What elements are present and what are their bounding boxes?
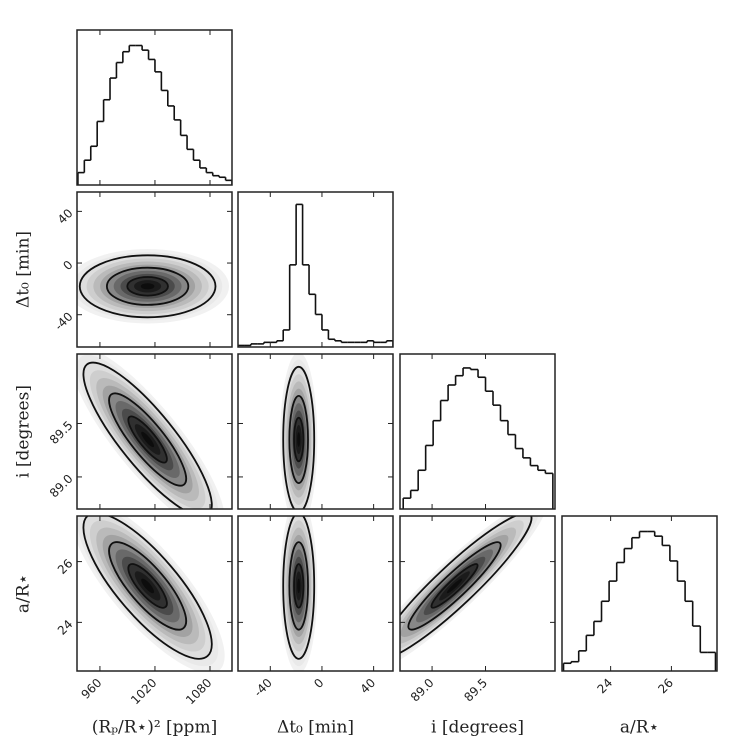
contour-line [78, 254, 217, 319]
x-tick-label: 24 [595, 676, 616, 697]
histogram [238, 203, 393, 347]
histogram [77, 44, 232, 185]
histogram [402, 367, 554, 509]
histogram [562, 530, 717, 671]
panel-frame [561, 515, 718, 672]
density-panel [77, 516, 225, 671]
panel-frame [399, 515, 556, 672]
density-panel [77, 354, 225, 509]
x-tick-label: 89.5 [461, 676, 490, 705]
contour-line [127, 415, 168, 464]
x-axis-label: i [degrees] [431, 718, 524, 738]
contour-line [282, 516, 316, 660]
contour-line [127, 563, 168, 609]
panel-frame [237, 515, 394, 672]
contour-line [430, 563, 479, 609]
x-tick-label: 1020 [128, 676, 159, 707]
x-tick-label: 89.0 [408, 676, 437, 705]
panel-frame [76, 29, 233, 186]
panel-frame [237, 353, 394, 510]
x-tick-label: -40 [251, 676, 275, 700]
density-shade [297, 578, 301, 594]
y-tick-label: -40 [52, 309, 76, 333]
y-tick-label: 0 [60, 258, 75, 273]
x-axis-label: Δt₀ [min] [277, 718, 354, 738]
density-shade [141, 431, 155, 448]
x-tick-label: 960 [78, 676, 104, 702]
y-axis-label: i [degrees] [14, 385, 34, 478]
density-panel [77, 249, 230, 324]
density-shade [140, 283, 155, 290]
contour-line [282, 365, 316, 509]
contour-line [400, 516, 533, 660]
contour-line [108, 392, 188, 487]
contour-line [105, 266, 190, 306]
x-tick-label: 0 [311, 676, 326, 691]
density-panel [400, 516, 547, 671]
y-axis-label: Δt₀ [min] [14, 231, 34, 308]
density-shade [297, 432, 301, 447]
contour-line [82, 361, 213, 509]
contour-line [82, 516, 213, 660]
contour-line [293, 416, 305, 463]
density-panel [280, 516, 318, 671]
contour-line [288, 395, 309, 485]
x-tick-label: 1080 [183, 676, 214, 707]
x-axis-label: a/R⋆ [620, 718, 659, 738]
density-shade [446, 578, 463, 594]
contour-line [407, 541, 502, 631]
contour-line [126, 276, 169, 297]
panel-frame [237, 191, 394, 348]
density-shade [141, 578, 155, 594]
x-tick-label: 26 [655, 676, 676, 697]
panel-frame [399, 353, 556, 510]
x-tick-label: 40 [358, 676, 379, 697]
contour-line [108, 541, 188, 631]
contour-line [293, 563, 305, 609]
y-tick-label: 89.0 [47, 472, 76, 501]
y-tick-label: 26 [55, 556, 76, 577]
density-panel [280, 354, 318, 509]
contour-line [288, 541, 309, 631]
y-tick-label: 89.5 [47, 418, 76, 447]
y-axis-label: a/R⋆ [14, 574, 34, 613]
y-tick-label: 40 [55, 206, 76, 227]
y-tick-label: 24 [55, 617, 76, 638]
x-axis-label: (Rₚ/R⋆)² [ppm] [92, 718, 217, 738]
